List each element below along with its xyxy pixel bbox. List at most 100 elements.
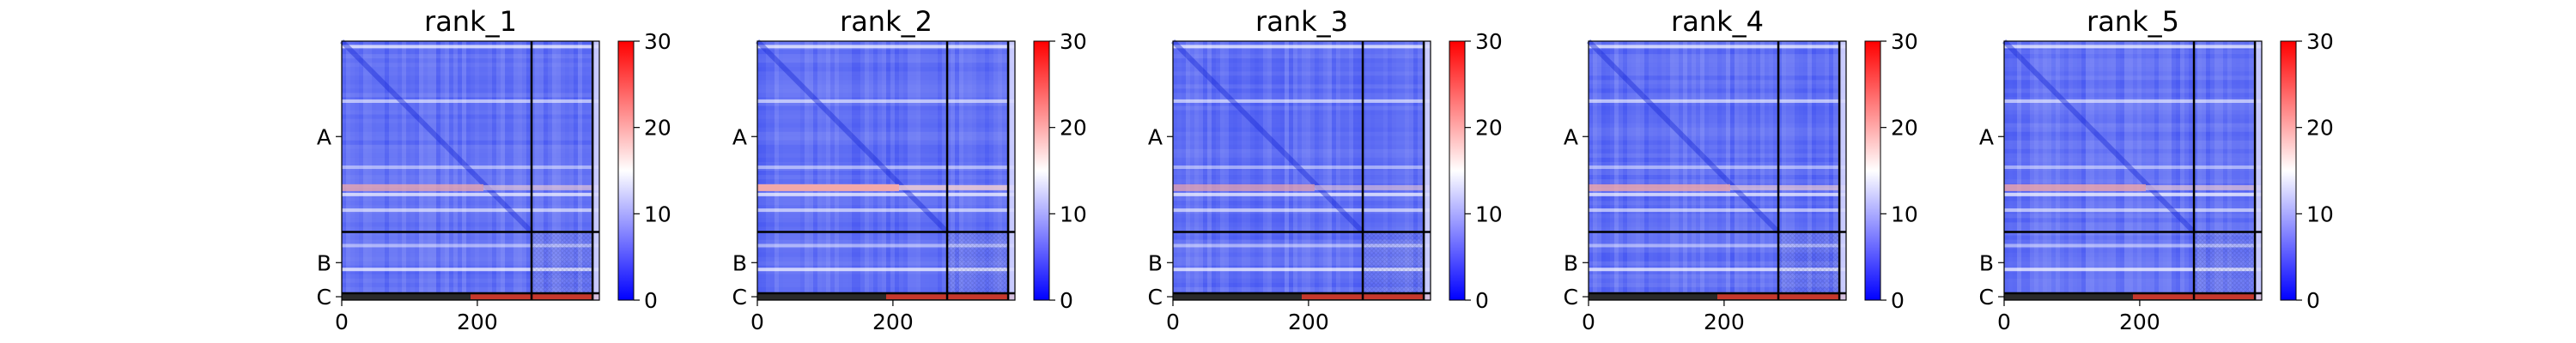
- chain-b-block: [1363, 232, 1425, 294]
- column-stripe: [890, 41, 895, 300]
- colorbar-tick-label: 20: [1891, 116, 1918, 141]
- column-stripe: [2232, 41, 2236, 300]
- plot-frame: [341, 40, 600, 301]
- column-stripe: [1666, 41, 1670, 300]
- column-stripe: [561, 41, 565, 300]
- column-stripe: [406, 41, 410, 300]
- column-stripe: [1285, 41, 1289, 300]
- row-stripe: [1589, 88, 1846, 93]
- row-stripe: [2004, 127, 2262, 132]
- white-row: [1589, 45, 1846, 49]
- colorbar-tick-label: 30: [1475, 29, 1503, 54]
- plot-frame: [2003, 40, 2263, 301]
- row-stripe: [757, 231, 1015, 236]
- row-stripe: [1589, 161, 1846, 166]
- column-stripe: [1396, 41, 1400, 300]
- row-stripe: [1589, 80, 1846, 85]
- white-row: [757, 165, 1015, 170]
- column-stripe: [2051, 41, 2056, 300]
- column-stripe: [1246, 41, 1250, 300]
- row-stripe: [342, 127, 599, 132]
- column-stripe: [1735, 41, 1739, 300]
- column-stripe: [779, 41, 783, 300]
- column-stripe: [813, 41, 817, 300]
- row-stripe: [757, 114, 1015, 119]
- row-stripe: [2004, 88, 2262, 93]
- row-stripe: [1173, 248, 1431, 253]
- column-stripe: [440, 41, 445, 300]
- column-stripe: [1636, 41, 1640, 300]
- diagonal-band: [1586, 39, 1781, 234]
- white-row: [1173, 192, 1431, 196]
- row-stripe: [2004, 218, 2262, 223]
- row-stripe: [342, 179, 599, 184]
- row-stripe: [757, 123, 1015, 128]
- column-stripe: [1782, 41, 1786, 300]
- row-stripe: [1589, 118, 1846, 123]
- column-stripe: [938, 41, 942, 300]
- column-stripe: [1379, 41, 1383, 300]
- row-stripe: [2004, 161, 2262, 166]
- column-stripe: [2004, 41, 2008, 300]
- row-stripe: [2004, 101, 2262, 106]
- row-stripe: [342, 135, 599, 141]
- column-stripe: [1704, 41, 1709, 300]
- column-stripe: [2017, 41, 2021, 300]
- column-stripe: [1358, 41, 1362, 300]
- row-stripe: [1173, 196, 1431, 202]
- chain-b-block: [2194, 232, 2256, 294]
- panel-title: rank_3: [1255, 5, 1348, 38]
- column-stripe: [1730, 41, 1735, 300]
- row-stripe: [757, 278, 1015, 283]
- row-stripe: [2004, 201, 2262, 206]
- column-stripe: [775, 41, 779, 300]
- row-stripe: [1589, 153, 1846, 158]
- x-tick-label: 0: [1582, 310, 1595, 334]
- column-stripe: [2240, 41, 2245, 300]
- row-stripe: [342, 41, 599, 45]
- column-stripe: [1614, 41, 1619, 300]
- column-stripe: [531, 41, 535, 300]
- column-stripe: [1709, 41, 1713, 300]
- column-stripe: [2107, 41, 2111, 300]
- column-stripe: [981, 41, 985, 300]
- row-stripe: [757, 205, 1015, 210]
- row-stripe: [757, 196, 1015, 202]
- white-row: [2004, 165, 2262, 170]
- row-stripe: [757, 153, 1015, 158]
- column-stripe: [856, 41, 860, 300]
- white-row: [2004, 208, 2262, 213]
- row-stripe: [2004, 41, 2262, 46]
- column-stripe: [350, 41, 355, 300]
- y-tick-label: A: [1979, 124, 1994, 149]
- row-stripe: [1589, 84, 1846, 89]
- column-stripe: [1786, 41, 1790, 300]
- row-stripe: [757, 118, 1015, 123]
- column-stripe: [2210, 41, 2215, 300]
- column-stripe: [376, 41, 380, 300]
- row-stripe: [342, 248, 599, 253]
- colorbar: [1449, 40, 1466, 301]
- column-stripe: [2142, 41, 2146, 300]
- column-stripe: [2154, 41, 2159, 300]
- column-stripe: [843, 41, 848, 300]
- colorbar-tick-label: 0: [644, 288, 658, 313]
- column-stripe: [809, 41, 813, 300]
- column-stripe: [1216, 41, 1220, 300]
- row-stripe: [2004, 256, 2262, 262]
- row-stripe: [2004, 205, 2262, 210]
- row-stripe: [1589, 127, 1846, 132]
- column-stripe: [2184, 41, 2189, 300]
- row-stripe: [2004, 58, 2262, 63]
- column-stripe: [2206, 41, 2210, 300]
- row-stripe: [1173, 67, 1431, 72]
- column-stripe: [2056, 41, 2060, 300]
- column-stripe: [1829, 41, 1833, 300]
- row-stripe: [342, 165, 599, 171]
- row-stripe: [1173, 58, 1431, 63]
- row-stripe: [342, 105, 599, 111]
- row-stripe: [342, 88, 599, 93]
- x-tick-label: 200: [457, 310, 498, 334]
- y-tick-label: B: [317, 250, 331, 275]
